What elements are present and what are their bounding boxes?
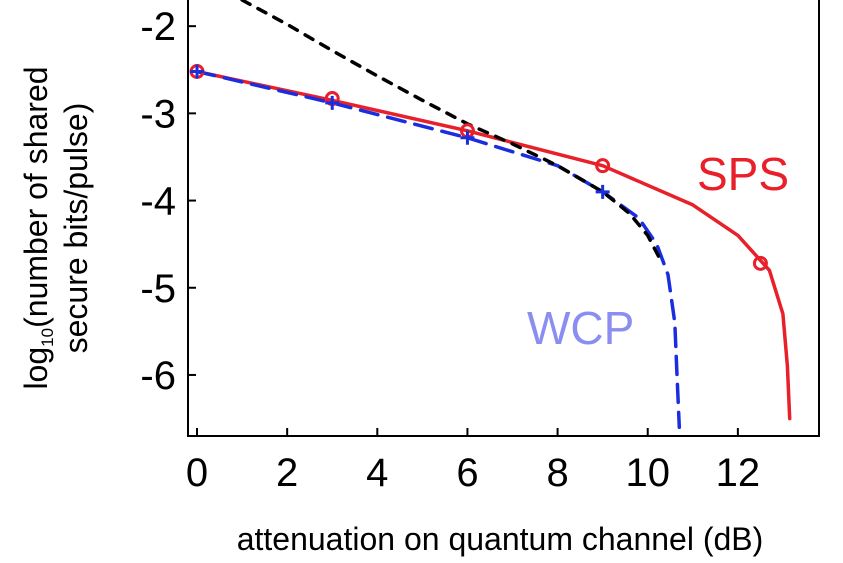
x-tick-label: 12 xyxy=(716,451,761,495)
y-tick-label: -3 xyxy=(140,92,176,136)
plot-frame xyxy=(187,0,820,437)
y-axis-title-subscript: 10 xyxy=(38,328,57,347)
marker-sps xyxy=(752,255,768,271)
y-tick-label: -4 xyxy=(140,180,176,224)
marker-wcp xyxy=(460,130,475,145)
series-line-reference xyxy=(240,0,664,264)
plot-area: 0 2 4 6 8 10 12 -2 -3 -4 -5 -6 xyxy=(140,0,820,495)
y-axis-title-line2: secure bits/pulse) xyxy=(58,103,94,354)
x-tick-label: 2 xyxy=(276,451,298,495)
x-tick-label: 0 xyxy=(186,451,208,495)
y-axis-title-rest: (number of shared xyxy=(18,66,54,327)
y-tick-label: -2 xyxy=(140,5,176,49)
y-axis-title-log: log xyxy=(18,347,54,390)
series-label-sps: SPS xyxy=(697,148,789,200)
x-tick-label: 10 xyxy=(625,451,670,495)
marker-wcp xyxy=(190,64,205,79)
x-tick-label: 8 xyxy=(546,451,568,495)
x-tick-label: 4 xyxy=(366,451,388,495)
x-tick-label: 6 xyxy=(456,451,478,495)
x-axis-ticks: 0 2 4 6 8 10 12 xyxy=(186,428,760,495)
series-layer xyxy=(195,0,792,430)
series-label-wcp: WCP xyxy=(527,302,634,354)
marker-wcp xyxy=(595,184,610,199)
marker-sps xyxy=(595,158,611,174)
series-line-sps xyxy=(195,69,792,421)
y-tick-label: -6 xyxy=(140,354,176,398)
x-axis-title: attenuation on quantum channel (dB) xyxy=(237,521,764,557)
y-axis-ticks: -2 -3 -4 -5 -6 xyxy=(140,5,196,398)
svg-text:log10(number of shared: log10(number of shared xyxy=(18,66,57,389)
marker-layer xyxy=(189,64,768,271)
y-tick-label: -5 xyxy=(140,267,176,311)
marker-wcp xyxy=(325,95,340,110)
y-axis-title: log10(number of shared secure bits/pulse… xyxy=(18,66,94,389)
series-line-wcp xyxy=(195,69,682,430)
